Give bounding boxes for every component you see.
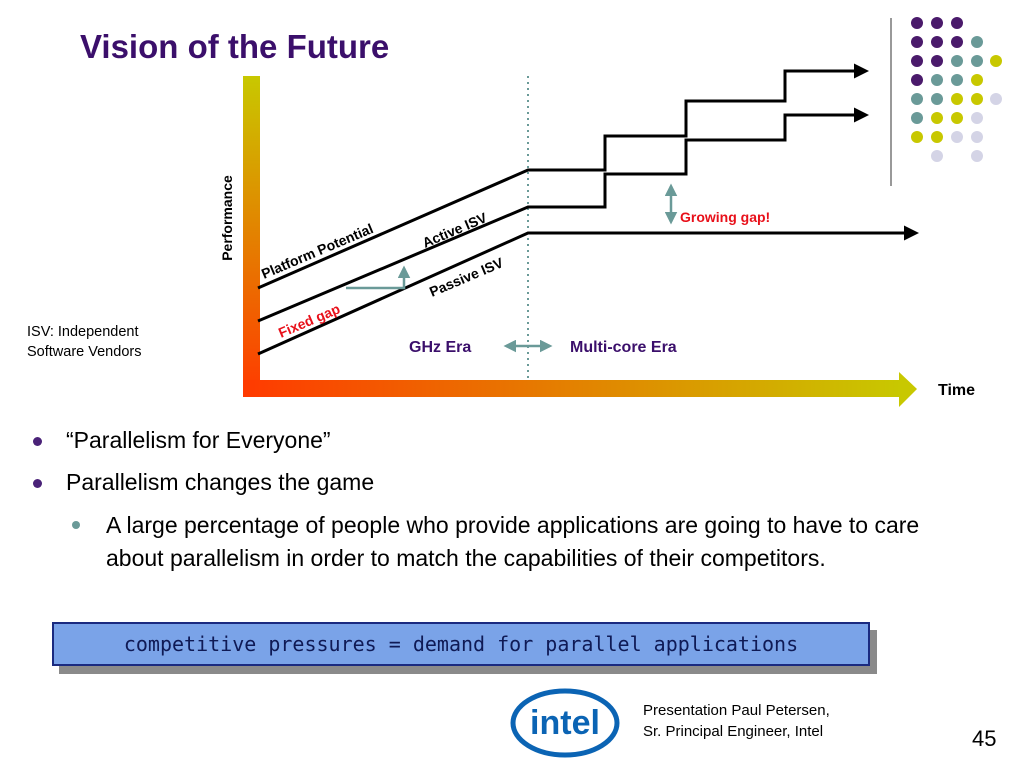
ghz-era-label: GHz Era bbox=[409, 339, 471, 356]
bullet-item: Parallelism changes the game bbox=[30, 467, 960, 497]
active-isv-label: Active ISV bbox=[420, 209, 490, 251]
performance-diagram: Performance Time Platform Potential Acti… bbox=[219, 17, 1002, 407]
bullet-item: “Parallelism for Everyone” bbox=[30, 425, 960, 455]
bullet-list: “Parallelism for Everyone” Parallelism c… bbox=[30, 425, 960, 575]
passive-isv-line bbox=[257, 225, 919, 356]
sub-bullet-item: A large percentage of people who provide… bbox=[72, 509, 956, 575]
presenter-line: Presentation Paul Petersen, bbox=[643, 702, 830, 719]
x-axis-arrowhead bbox=[899, 372, 917, 407]
callout-text: competitive pressures = demand for paral… bbox=[123, 632, 799, 656]
platform-potential-line bbox=[257, 63, 869, 290]
y-axis bbox=[243, 76, 260, 396]
multicore-era-label: Multi-core Era bbox=[570, 339, 677, 356]
slide-title: Vision of the Future bbox=[80, 28, 390, 65]
presenter-credit: Presentation Paul Petersen, Sr. Principa… bbox=[643, 700, 830, 742]
presenter-line: Sr. Principal Engineer, Intel bbox=[643, 723, 824, 740]
callout-box: competitive pressures = demand for paral… bbox=[52, 622, 870, 666]
isv-note: ISV: Independent Software Vendors bbox=[27, 322, 141, 362]
x-axis bbox=[243, 380, 901, 397]
isv-note-line: ISV: Independent bbox=[27, 324, 139, 340]
y-axis-label: Performance bbox=[219, 175, 235, 261]
active-isv-line bbox=[257, 107, 869, 323]
logo-text: intel bbox=[530, 704, 600, 742]
page-number: 45 bbox=[972, 726, 997, 751]
decorative-dot-grid bbox=[911, 17, 1002, 162]
intel-logo: intel bbox=[510, 688, 620, 758]
x-axis-label: Time bbox=[938, 382, 975, 399]
platform-potential-label: Platform Potential bbox=[259, 220, 376, 282]
growing-gap-label: Growing gap! bbox=[680, 209, 770, 225]
fixed-gap-arrow bbox=[346, 265, 411, 290]
isv-note-line: Software Vendors bbox=[27, 344, 142, 360]
